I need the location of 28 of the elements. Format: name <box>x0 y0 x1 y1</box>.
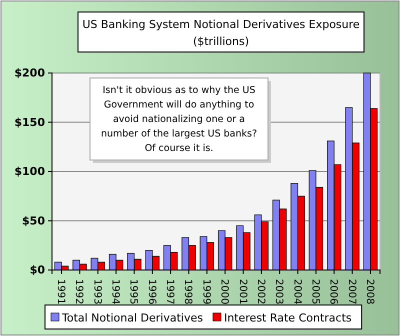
legend-label: Interest Rate Contracts <box>224 312 352 324</box>
x-tick-label: 2000 <box>218 279 230 304</box>
legend-label: Total Notional Derivatives <box>61 312 204 324</box>
x-tick-label: 1998 <box>182 279 194 304</box>
x-tick-label: 1993 <box>91 279 102 304</box>
x-tick-label: 2003 <box>273 279 284 304</box>
y-tick-label: $150 <box>14 116 46 129</box>
y-tick-label: $0 <box>30 264 46 277</box>
x-tick-label: 1992 <box>73 279 84 304</box>
x-tick-label: 2006 <box>328 279 339 304</box>
x-tick-label: 1995 <box>128 279 139 304</box>
y-tick-label: $50 <box>22 214 46 228</box>
chart-subtitle: ($trillions) <box>192 35 250 48</box>
x-tick-label: 2002 <box>254 279 266 304</box>
annotation: Isn't it obvious as to why the US Government will do anything to avoid nationalizing one or a number of the largest US banks? Of course it is. <box>100 85 258 154</box>
x-tick-label: 2007 <box>346 279 357 304</box>
x-tick-label: 1996 <box>146 279 157 304</box>
x-tick-label: 1999 <box>200 279 212 304</box>
x-tick-label: 2008 <box>364 279 375 304</box>
chart-title: US Banking System Notional Derivatives Exposure <box>82 18 360 31</box>
y-tick-label: $100 <box>14 165 46 178</box>
x-tick-label: 1997 <box>164 279 176 304</box>
x-tick-label: 2004 <box>291 279 302 304</box>
x-tick-label: 2005 <box>309 279 320 304</box>
x-tick-label: 1991 <box>55 279 66 304</box>
y-tick-label: $200 <box>14 66 46 80</box>
x-tick-label: 1994 <box>110 279 121 304</box>
x-tick-label: 2001 <box>236 279 248 304</box>
